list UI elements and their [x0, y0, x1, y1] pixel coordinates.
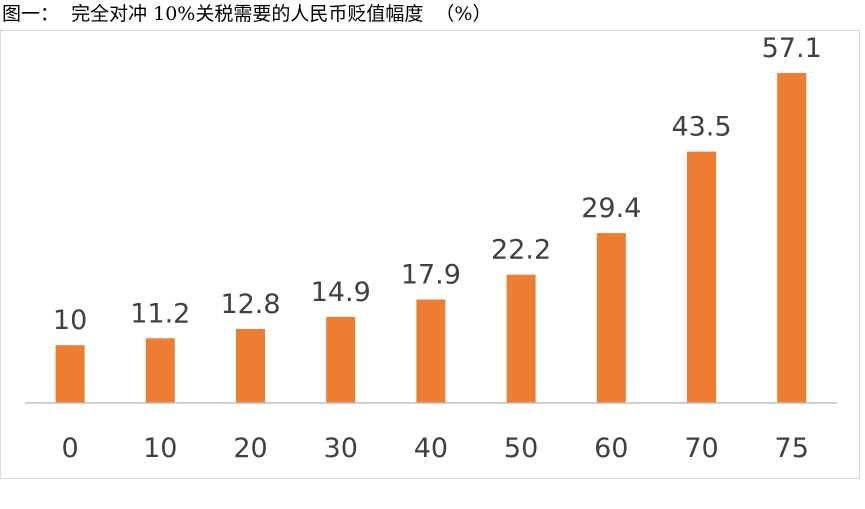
bar-40: [416, 299, 446, 403]
chart-title: 图一： 完全对冲 10%关税需要的人民币贬值幅度 （%）: [2, 3, 492, 25]
x-tick-label-50: 50: [504, 433, 538, 464]
x-tick-label-30: 30: [324, 433, 358, 464]
bar-70: [687, 151, 716, 403]
value-label-70: 43.5: [671, 112, 731, 143]
bar-50: [506, 274, 536, 403]
bar-60: [596, 233, 626, 403]
bar-0: [55, 345, 85, 403]
value-label-10: 11.2: [130, 298, 190, 329]
tick-labels-group: 0 10 20 30 40 50 60 70 75: [62, 433, 809, 464]
x-tick-label-20: 20: [233, 433, 267, 464]
value-label-50: 22.2: [491, 235, 551, 266]
x-tick-label-75: 75: [775, 433, 809, 464]
bar-30: [326, 316, 356, 403]
x-tick-label-10: 10: [143, 433, 177, 464]
value-label-30: 14.9: [311, 277, 371, 308]
bars-group: [55, 73, 807, 403]
value-label-40: 17.9: [401, 260, 461, 291]
value-label-75: 57.1: [762, 33, 822, 64]
bar-75: [777, 73, 807, 403]
bar-20: [236, 329, 265, 403]
value-labels-group: 10 11.2 12.8 14.9 17.9 22.2 29.4 43.5 57.1: [53, 33, 822, 336]
value-label-60: 29.4: [581, 193, 641, 224]
value-label-0: 10: [53, 305, 87, 336]
x-tick-label-70: 70: [684, 433, 718, 464]
value-label-20: 12.8: [220, 289, 280, 320]
bar-10: [145, 338, 175, 403]
chart-frame: [0, 30, 860, 479]
x-tick-label-40: 40: [414, 433, 448, 464]
x-tick-label-0: 0: [62, 433, 79, 464]
x-tick-label-60: 60: [594, 433, 628, 464]
